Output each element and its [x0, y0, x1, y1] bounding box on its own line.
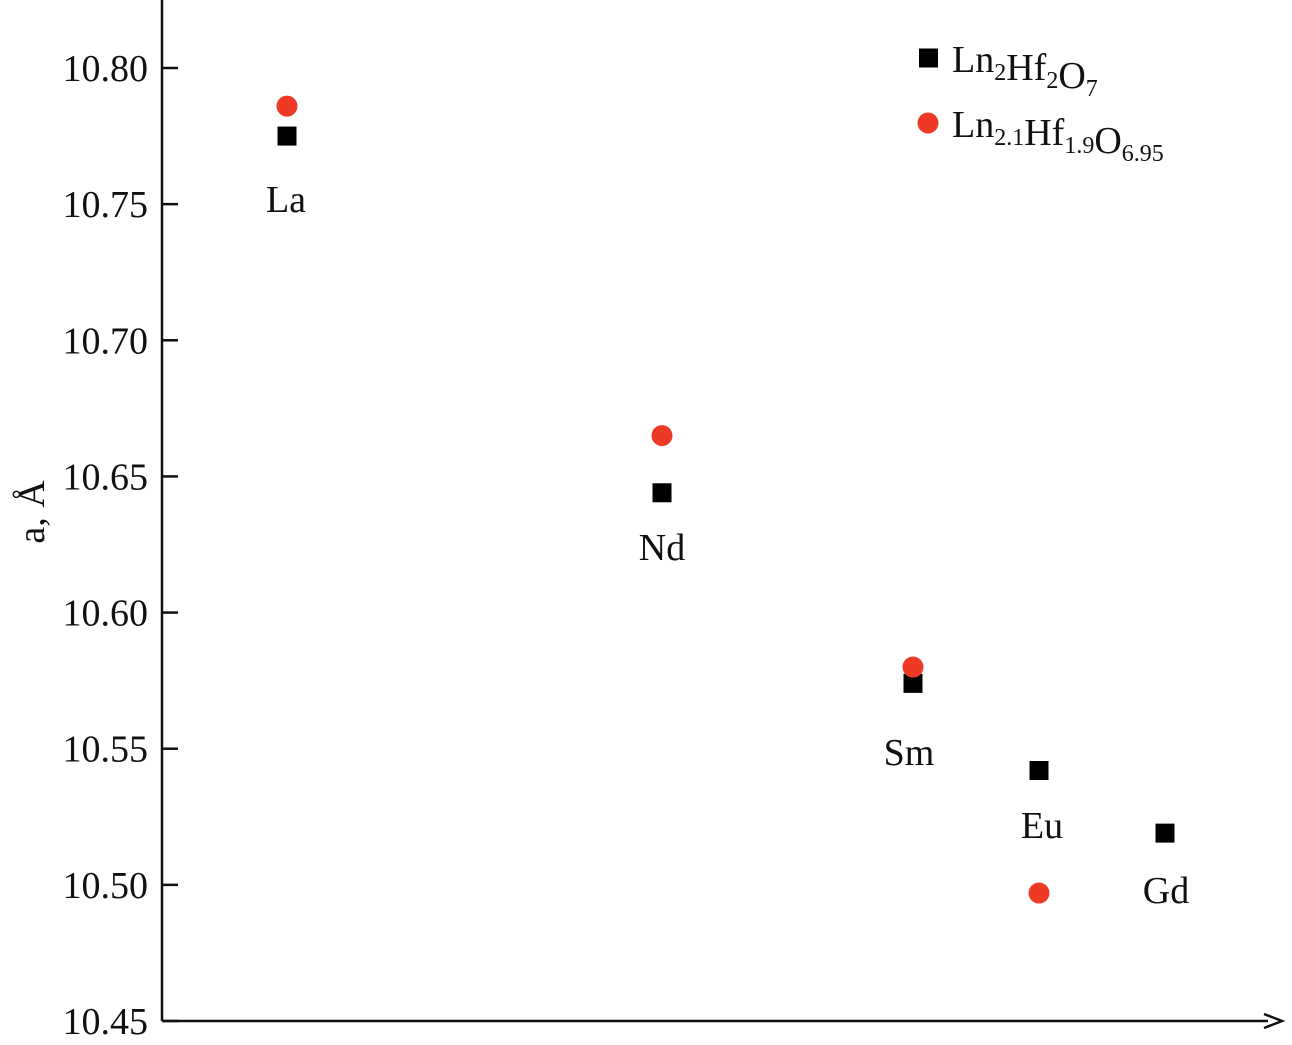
y-axis-label: a, Å: [11, 480, 53, 544]
y-tick-label: 10.65: [63, 456, 149, 498]
y-tick-label: 10.45: [63, 1001, 149, 1043]
y-tick-label: 10.55: [63, 729, 149, 771]
data-point-square: [1155, 823, 1175, 843]
data-point-square: [903, 673, 923, 693]
element-label: Sm: [884, 732, 935, 774]
legend-entry-label: Ln2.1Hf1.9O6.95: [952, 104, 1164, 167]
data-point-circle: [276, 95, 298, 117]
data-point-square: [652, 483, 672, 503]
data-point-circle: [1028, 882, 1050, 904]
element-label: Gd: [1143, 870, 1189, 912]
y-tick-label: 10.70: [63, 320, 149, 362]
x-axis-arrow: [1263, 1012, 1286, 1030]
legend-entry-label: Ln2Hf2O7: [952, 39, 1098, 102]
data-marks: [276, 95, 1175, 904]
element-label: La: [266, 179, 306, 221]
data-point-circle: [651, 425, 673, 447]
y-tick-label: 10.60: [63, 593, 149, 635]
y-tick-label: 10.80: [63, 48, 149, 90]
legend-marker-circle: [917, 112, 939, 134]
data-point-circle: [902, 656, 924, 678]
y-tick-label: 10.75: [63, 184, 149, 226]
point-labels: La Nd Sm Eu Gd: [266, 179, 1189, 912]
data-point-square: [277, 126, 297, 146]
y-ticks: 10.45 10.50 10.55 10.60 10.65 10.70 10.75 10.80: [63, 48, 178, 1043]
element-label: Nd: [639, 527, 685, 569]
legend-marker-square: [919, 48, 938, 68]
axes: [160, 0, 1286, 1030]
element-label: Eu: [1021, 805, 1063, 847]
data-point-square: [1029, 760, 1049, 780]
y-tick-label: 10.50: [63, 865, 149, 907]
